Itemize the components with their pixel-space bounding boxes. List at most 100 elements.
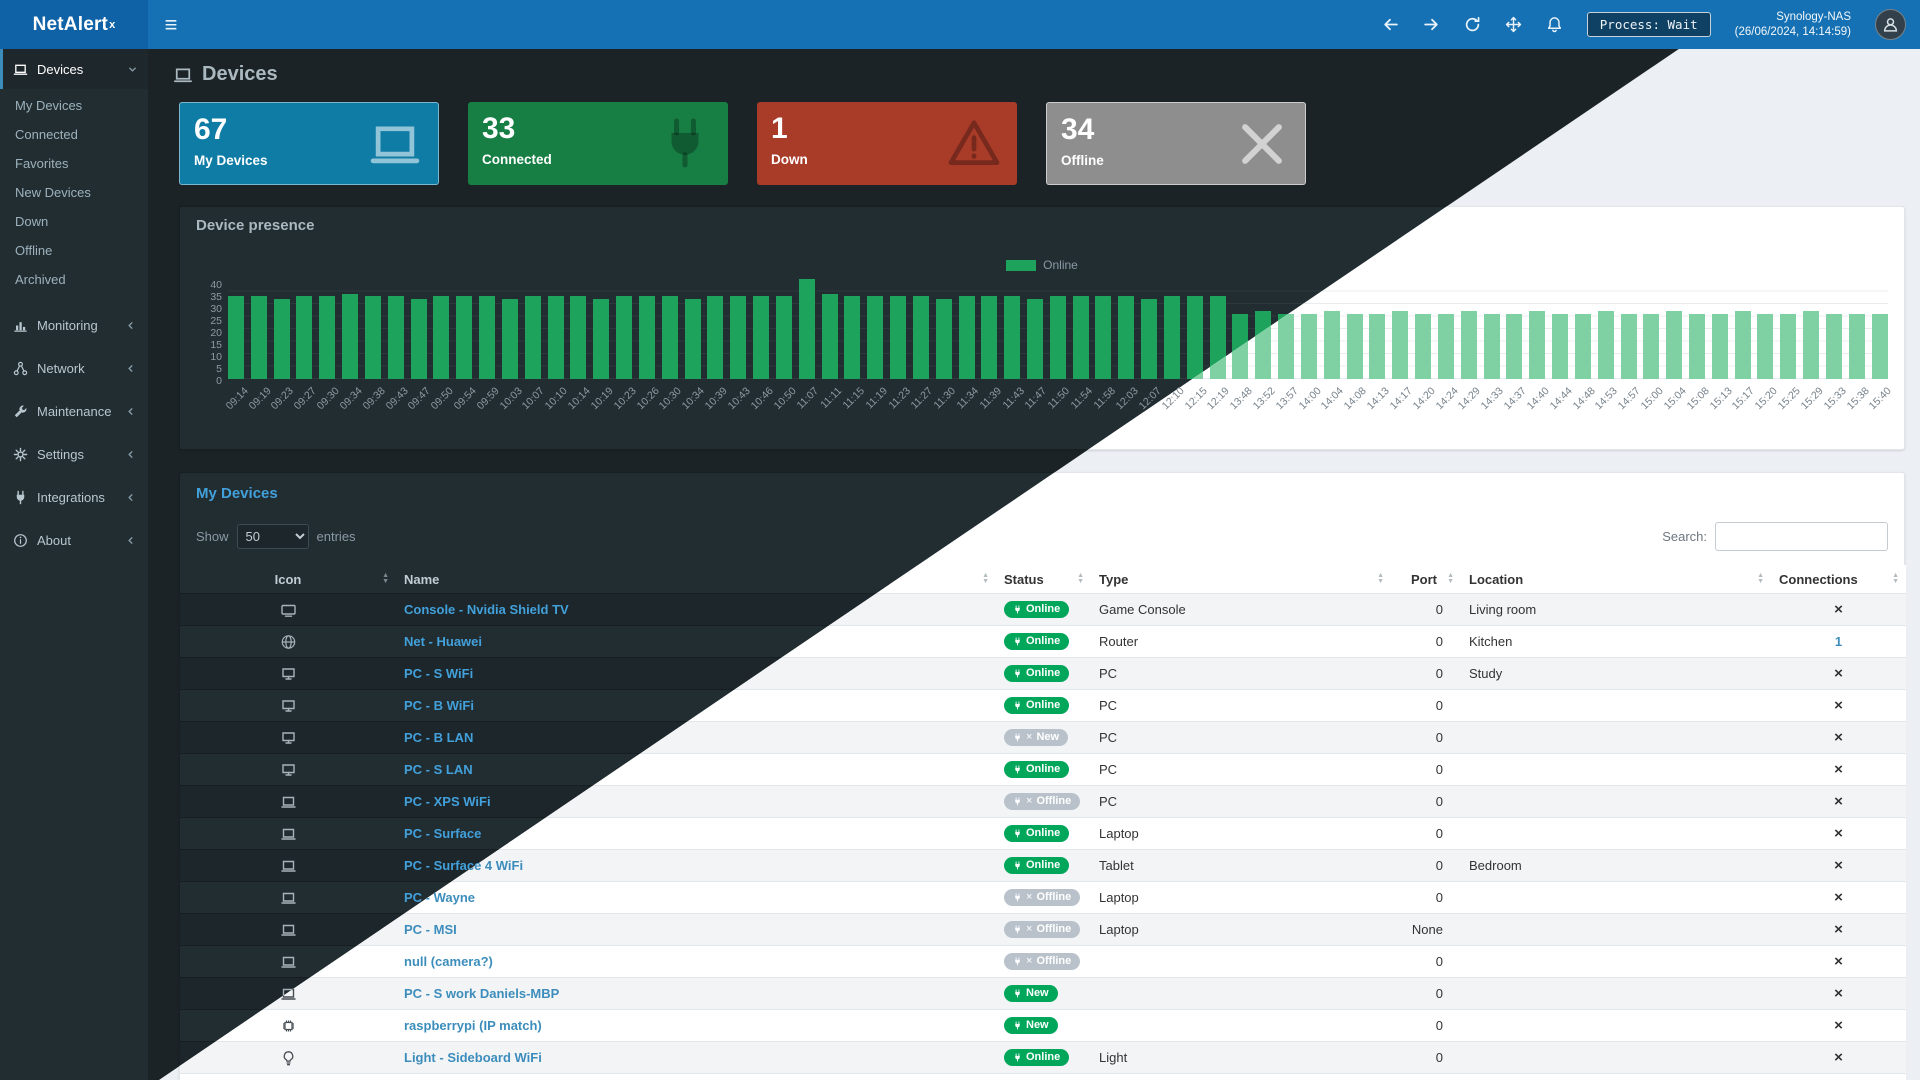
sidebar-item[interactable]: About — [0, 519, 148, 562]
sidebar-toggle-button[interactable]: ≡ — [164, 11, 178, 37]
device-row[interactable]: PC - Wayne × Offline Laptop 0 — [180, 881, 1906, 914]
sidebar-subitem[interactable]: New Devices — [15, 185, 91, 200]
device-name-link[interactable]: null (camera?) — [404, 954, 493, 969]
device-name-link[interactable]: Console - Nvidia Shield TV — [404, 602, 569, 617]
sidebar-subitem[interactable]: Archived — [15, 272, 66, 287]
device-connections[interactable]: × — [1834, 1017, 1843, 1034]
column-header[interactable]: Port ▲▼ — [1391, 565, 1461, 594]
device-type: PC — [1091, 753, 1391, 786]
sidebar-item-devices[interactable]: Devices — [0, 49, 148, 89]
forward-icon[interactable] — [1423, 16, 1440, 33]
column-header[interactable]: Location ▲▼ — [1461, 565, 1771, 594]
device-name-link[interactable]: PC - B LAN — [404, 730, 474, 745]
device-port: 0 — [1391, 945, 1461, 978]
user-avatar[interactable] — [1875, 9, 1906, 40]
device-connections[interactable]: 1 — [1834, 634, 1843, 649]
column-header[interactable]: Icon ▲▼ — [180, 565, 396, 594]
device-row[interactable]: PC - S work Daniels-MBP × New 0 — [180, 977, 1906, 1010]
entries-select[interactable]: 50 — [236, 524, 309, 549]
device-location — [1461, 913, 1771, 946]
status-badge: × Online — [1004, 825, 1070, 842]
app-logo[interactable]: NetAlert x — [0, 0, 148, 49]
device-name-link[interactable]: PC - Surface — [404, 826, 482, 841]
sidebar-subitem[interactable]: My Devices — [15, 98, 83, 113]
device-connections[interactable]: × — [1834, 697, 1843, 714]
device-name-link[interactable]: raspberrypi (IP match) — [404, 1018, 542, 1033]
device-connections[interactable]: × — [1834, 985, 1843, 1002]
chevron-left-icon — [125, 363, 136, 374]
search-input[interactable] — [1715, 522, 1888, 551]
sidebar-subitem[interactable]: Down — [15, 214, 49, 229]
device-connections[interactable]: × — [1834, 953, 1843, 970]
device-connections[interactable]: × — [1834, 665, 1843, 682]
notifications-bell-icon[interactable] — [1546, 16, 1563, 33]
sidebar-item[interactable]: Monitoring — [0, 304, 148, 347]
device-connections[interactable]: × — [1834, 825, 1843, 842]
presence-bar — [1506, 314, 1523, 379]
device-connections[interactable]: × — [1834, 793, 1843, 810]
presence-bar — [821, 294, 838, 379]
presence-bar — [1825, 314, 1842, 379]
device-row[interactable]: Light - bedside B WiFi × Offline Light 0 — [180, 1073, 1906, 1080]
status-badge: × Offline — [1004, 953, 1081, 970]
card-value: 33 — [482, 112, 516, 145]
status-badge: × Offline — [1004, 921, 1081, 938]
device-name-link[interactable]: Net - Huawei — [404, 634, 483, 649]
device-name-link[interactable]: PC - S work Daniels-MBP — [404, 986, 560, 1001]
summary-card[interactable]: 33 Connected — [468, 102, 728, 185]
back-icon[interactable] — [1382, 16, 1399, 33]
device-row[interactable]: raspberrypi (IP match) × New 0 — [180, 1009, 1906, 1042]
device-name-link[interactable]: PC - B WiFi — [404, 698, 474, 713]
sidebar-subitem[interactable]: Offline — [15, 243, 53, 258]
device-row[interactable]: null (camera?) × Offline 0 — [180, 945, 1906, 978]
status-label: Online — [1026, 859, 1061, 871]
device-connections[interactable]: × — [1834, 921, 1843, 938]
device-name-link[interactable]: PC - MSI — [404, 922, 457, 937]
summary-cards: 67 My Devices 33 Connected 1 Down — [179, 102, 1905, 185]
y-tick-label: 20 — [210, 327, 222, 339]
device-connections[interactable]: × — [1834, 857, 1843, 874]
device-name-link[interactable]: PC - S WiFi — [404, 666, 474, 681]
x-tick-label: 11:39 — [977, 385, 1004, 412]
sidebar-subitem[interactable]: Favorites — [15, 156, 69, 171]
presence-bar — [228, 296, 244, 379]
laptop-icon — [13, 62, 28, 77]
device-connections[interactable]: × — [1834, 761, 1843, 778]
summary-card[interactable]: 1 Down — [757, 102, 1017, 185]
plug-icon — [1013, 1021, 1022, 1030]
device-connections[interactable]: × — [1834, 729, 1843, 746]
presence-bar — [1871, 314, 1888, 379]
device-row[interactable]: PC - MSI × Offline Laptop None — [180, 913, 1906, 946]
x-tick-label: 15:33 — [1821, 385, 1849, 413]
x-tick-label: 10:19 — [588, 385, 616, 413]
device-connections[interactable]: × — [1834, 1049, 1843, 1066]
x-tick-label: 09:38 — [360, 385, 388, 413]
device-name-link[interactable]: PC - XPS WiFi — [404, 794, 491, 809]
summary-card[interactable]: 67 My Devices — [179, 102, 439, 185]
device-name-link[interactable]: PC - S LAN — [404, 762, 473, 777]
device-connections[interactable]: × — [1834, 889, 1843, 906]
device-port: 0 — [1391, 625, 1461, 658]
summary-card[interactable]: 34 Offline — [1046, 102, 1306, 185]
column-header[interactable]: Connections ▲▼ — [1771, 565, 1906, 594]
device-connections[interactable]: × — [1834, 601, 1843, 618]
device-port: 0 — [1391, 1041, 1461, 1074]
column-header[interactable]: Type ▲▼ — [1091, 565, 1391, 594]
x-tick-label: 10:07 — [520, 385, 548, 413]
presence-bar — [1072, 296, 1089, 379]
column-header[interactable]: Status ▲▼ — [996, 565, 1091, 594]
x-tick-label: 09:47 — [406, 385, 434, 413]
sidebar-item[interactable]: Network — [0, 347, 148, 390]
sidebar-item[interactable]: Maintenance — [0, 390, 148, 433]
sidebar-item[interactable]: Settings — [0, 433, 148, 476]
x-tick-label: 09:54 — [451, 385, 479, 413]
arrows-move-icon[interactable] — [1505, 16, 1522, 33]
sidebar-subitem[interactable]: Connected — [15, 127, 78, 142]
device-name-link[interactable]: Light - Sideboard WiFi — [404, 1050, 542, 1065]
sidebar-item[interactable]: Integrations — [0, 476, 148, 519]
refresh-icon[interactable] — [1464, 16, 1481, 33]
presence-bar — [1780, 314, 1797, 379]
device-row[interactable]: Light - Sideboard WiFi × Online Light 0 — [180, 1041, 1906, 1074]
card-icon — [947, 116, 1001, 170]
plug-icon — [1013, 989, 1022, 998]
